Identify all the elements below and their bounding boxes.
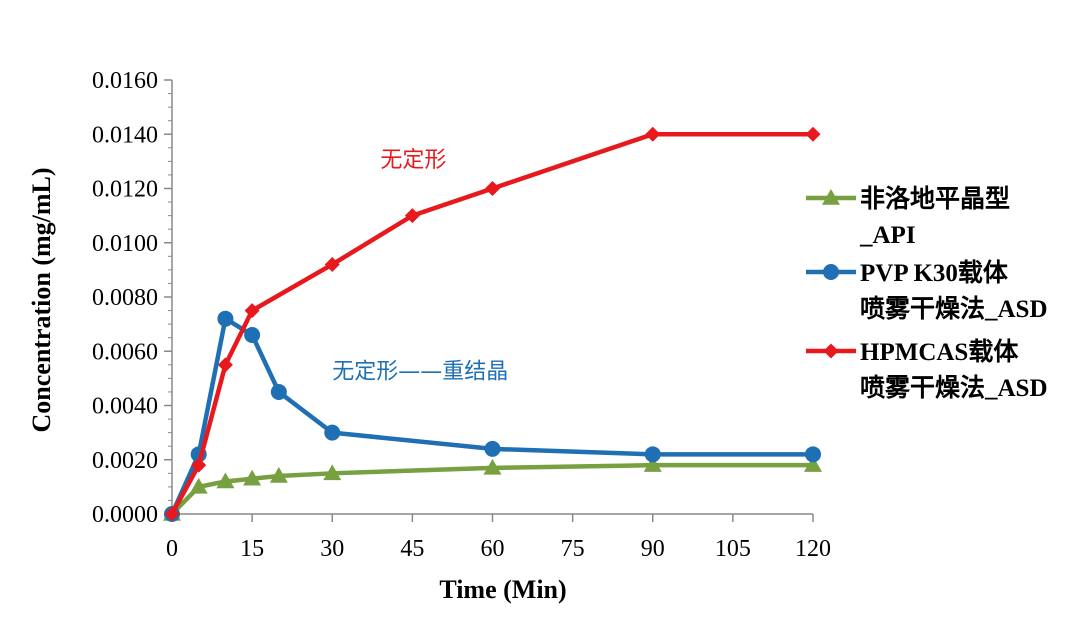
legend-label: 非洛地平晶型 <box>860 184 1010 213</box>
data-point <box>269 467 288 483</box>
y-tick-label: 0.0080 <box>92 285 158 311</box>
data-point <box>485 181 500 196</box>
legend-item: 非洛地平晶型 _API <box>806 184 1010 249</box>
x-tick-label: 0 <box>166 536 178 562</box>
series-group <box>163 126 822 522</box>
data-point <box>270 383 287 400</box>
y-tick-label: 0.0160 <box>92 68 158 94</box>
data-point <box>483 458 502 475</box>
data-point <box>216 472 235 489</box>
y-tick-label: 0.0000 <box>92 502 158 528</box>
data-point <box>645 126 661 142</box>
series-line <box>169 316 813 515</box>
legend-label: PVP K30载体 <box>860 259 1009 287</box>
data-point <box>324 424 341 441</box>
data-point <box>217 310 234 327</box>
data-point <box>323 464 342 481</box>
x-tick-label: 30 <box>320 536 344 562</box>
y-axis-ticks: 0.0000 0.0020 0.0040 0.0060 0.0080 0.0100 0.01… <box>92 68 172 528</box>
x-tick-label: 60 <box>481 536 505 562</box>
x-tick-label: 120 <box>795 536 831 562</box>
y-tick-label: 0.0020 <box>92 448 158 474</box>
legend-label: HPMCAS载体 <box>860 338 1019 366</box>
legend-marker <box>823 264 839 280</box>
data-point <box>643 456 662 472</box>
data-point <box>189 477 208 494</box>
y-tick-label: 0.0060 <box>92 339 158 365</box>
data-point <box>404 208 420 224</box>
y-tick-label: 0.0120 <box>92 177 158 203</box>
data-point <box>164 506 180 522</box>
x-tick-label: 15 <box>240 536 264 562</box>
x-axis-ticks: 0 15 30 45 60 75 90 105 120 <box>166 514 831 562</box>
data-point <box>484 440 501 457</box>
data-point <box>243 469 262 486</box>
annotation-text: 无定形 <box>380 148 446 173</box>
data-point <box>244 326 261 343</box>
data-point <box>805 446 821 463</box>
y-tick-label: 0.0140 <box>92 122 158 148</box>
series-1 <box>163 456 822 521</box>
legend-marker <box>822 189 840 205</box>
data-point <box>217 357 233 373</box>
x-axis-label: Time (Min) <box>439 575 566 604</box>
data-point <box>805 126 821 142</box>
annotation-text: 无定形——重结晶 <box>332 359 508 384</box>
x-tick-label: 45 <box>400 536 424 562</box>
data-point <box>191 457 207 473</box>
data-point <box>644 446 661 463</box>
y-tick-label: 0.0040 <box>92 394 158 420</box>
legend-label: 喷雾干燥法_ASD <box>860 295 1048 323</box>
x-tick-label: 75 <box>561 536 585 562</box>
data-point <box>324 256 340 272</box>
legend-marker <box>823 343 839 359</box>
series-2 <box>164 310 821 522</box>
data-point <box>244 303 260 319</box>
legend-label: 喷雾干燥法_ASD <box>860 374 1048 402</box>
y-tick-label: 0.0100 <box>92 231 158 257</box>
data-point <box>804 456 822 472</box>
y-axis-label: Concentration (mg/mL) <box>27 167 56 432</box>
legend-label: _API <box>859 222 916 249</box>
x-tick-label: 90 <box>641 536 665 562</box>
series-3 <box>164 126 821 522</box>
x-tick-label: 105 <box>715 536 751 562</box>
